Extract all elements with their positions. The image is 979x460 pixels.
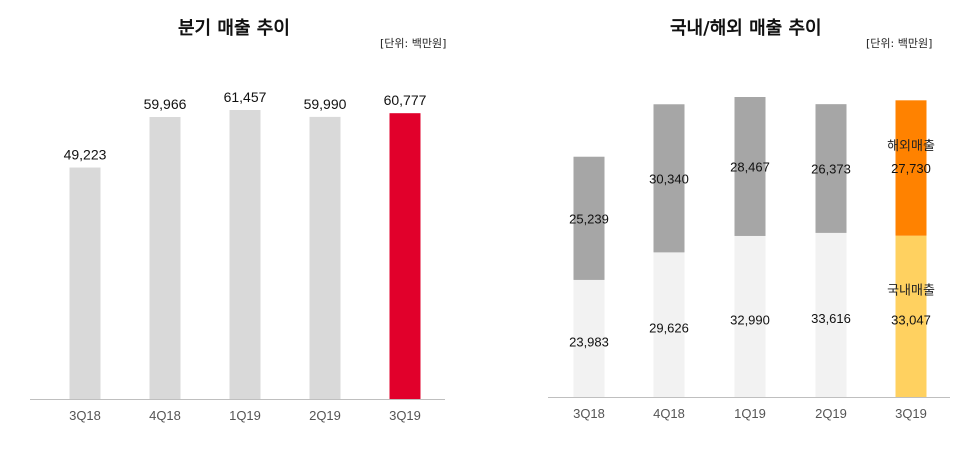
x-tick-4Q18: 4Q18 [149, 408, 181, 423]
x-tick-3Q19: 3Q19 [895, 406, 927, 421]
bar-overseas-2Q19 [815, 104, 847, 233]
bar-2Q19 [309, 116, 341, 399]
bar-1Q19 [229, 110, 261, 399]
overseas-label-1Q19: 28,467 [730, 159, 770, 174]
bar-3Q18 [69, 167, 101, 399]
overseas-label-3Q18: 25,239 [569, 211, 609, 226]
unit-label: [단위: 백만원] [380, 37, 447, 50]
quarterly-sales-chart: 분기 매출 추이 [단위: 백만원] 49,223 3Q18 59,966 4Q18 6… [0, 0, 480, 460]
bar-domestic-2Q19 [815, 232, 847, 397]
chart-title: 분기 매출 추이 [178, 18, 290, 39]
x-tick-4Q18: 4Q18 [653, 406, 685, 421]
bar-domestic-3Q19 [895, 235, 927, 397]
domestic-label-3Q18: 23,983 [569, 334, 609, 349]
domestic-series-label: 국내매출 [887, 283, 935, 298]
overseas-label-4Q18: 30,340 [649, 171, 689, 186]
x-tick-3Q18: 3Q18 [573, 406, 605, 421]
domestic-overseas-sales-chart: 국내/해외 매출 추이 [단위: 백만원] 23,983 25,239 3Q18 29… [490, 0, 979, 460]
data-label-4Q18: 59,966 [144, 96, 187, 112]
x-tick-3Q18: 3Q18 [69, 408, 101, 423]
overseas-series-label: 해외매출 [887, 139, 935, 154]
domestic-label-1Q19: 32,990 [730, 312, 770, 327]
x-tick-1Q19: 1Q19 [734, 406, 766, 421]
bar-overseas-3Q18 [573, 156, 605, 280]
quarterly-sales-plot: 49,223 3Q18 59,966 4Q18 61,457 1Q19 59,990 2Q19… [30, 89, 445, 423]
unit-label: [단위: 백만원] [866, 37, 933, 50]
bar-domestic-3Q18 [573, 279, 605, 397]
domestic-overseas-plot: 23,983 25,239 3Q18 29,626 30,340 4Q18 32,990 28… [548, 97, 950, 421]
overseas-label-2Q19: 26,373 [811, 162, 851, 177]
data-label-1Q19: 61,457 [224, 89, 267, 105]
bar-domestic-4Q18 [653, 252, 685, 397]
domestic-label-3Q19: 33,047 [891, 312, 931, 327]
x-tick-3Q19: 3Q19 [389, 408, 421, 423]
x-tick-1Q19: 1Q19 [229, 408, 261, 423]
bar-4Q18 [149, 117, 181, 400]
bar-3Q19 [389, 113, 421, 399]
bar-overseas-3Q19 [895, 100, 927, 236]
data-label-2Q19: 59,990 [304, 96, 347, 112]
domestic-label-4Q18: 29,626 [649, 321, 689, 336]
domestic-label-2Q19: 33,616 [811, 311, 851, 326]
x-tick-2Q19: 2Q19 [815, 406, 847, 421]
bar-domestic-1Q19 [734, 235, 766, 397]
x-tick-2Q19: 2Q19 [309, 408, 341, 423]
data-label-3Q18: 49,223 [64, 147, 107, 163]
bar-overseas-1Q19 [734, 97, 766, 236]
chart-title: 국내/해외 매출 추이 [670, 18, 822, 39]
data-label-3Q19: 60,777 [384, 92, 427, 108]
overseas-label-3Q19: 27,730 [891, 161, 931, 176]
bar-overseas-4Q18 [653, 104, 685, 253]
